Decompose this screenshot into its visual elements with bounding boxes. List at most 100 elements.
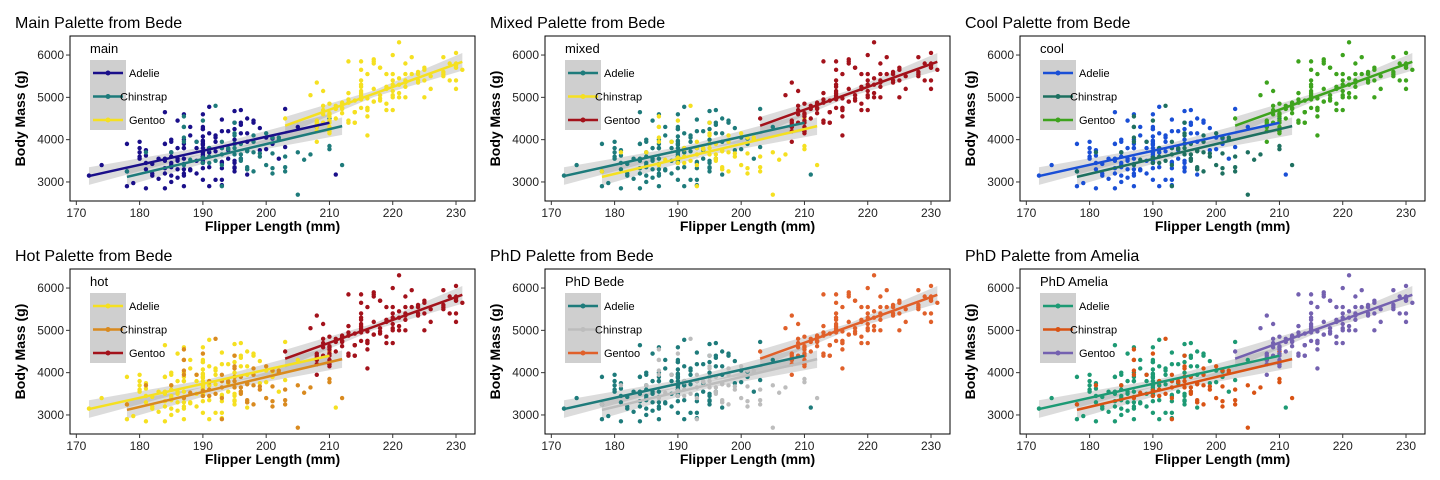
legend-key-point	[1055, 327, 1061, 332]
data-point	[1131, 372, 1137, 377]
data-point	[200, 410, 206, 416]
data-point	[396, 40, 402, 45]
data-point	[1176, 156, 1181, 161]
data-point	[1106, 409, 1111, 414]
data-point	[1308, 292, 1314, 297]
data-point	[928, 319, 934, 325]
data-point	[599, 183, 605, 189]
data-point	[637, 109, 643, 115]
data-point	[219, 183, 225, 189]
data-point	[1264, 353, 1269, 358]
data-point	[453, 50, 459, 56]
data-point	[1081, 413, 1086, 419]
data-point	[409, 287, 414, 293]
data-point	[789, 353, 794, 358]
data-point	[871, 328, 877, 333]
data-point	[1125, 118, 1130, 123]
plot-border	[1019, 268, 1426, 435]
data-point	[181, 173, 187, 178]
data-point	[390, 52, 395, 58]
data-point	[1334, 71, 1339, 77]
regression-line	[284, 60, 463, 127]
data-point	[1207, 125, 1213, 131]
data-point	[403, 328, 408, 333]
data-point	[1087, 389, 1092, 394]
data-point	[251, 169, 256, 174]
data-point	[814, 344, 820, 349]
data-point	[169, 406, 174, 411]
data-point	[1131, 167, 1137, 172]
data-point	[175, 400, 180, 405]
data-point	[213, 158, 218, 164]
data-point	[707, 378, 712, 384]
data-point	[713, 122, 719, 128]
data-point	[897, 311, 902, 316]
data-point	[745, 384, 750, 389]
data-point	[169, 383, 174, 388]
data-point	[1194, 364, 1200, 369]
data-point	[878, 61, 883, 66]
data-point	[928, 78, 934, 83]
data-point	[1327, 93, 1333, 98]
data-point	[719, 116, 725, 121]
data-point	[1264, 139, 1269, 144]
data-point	[1182, 145, 1187, 151]
data-point	[1150, 378, 1156, 384]
data-point	[612, 372, 617, 377]
data-point	[1150, 367, 1156, 372]
data-point	[232, 385, 237, 390]
data-point	[181, 378, 187, 384]
data-point	[1372, 95, 1377, 100]
legend-key-point	[580, 94, 586, 99]
y-tick-label: 4000	[37, 366, 64, 380]
data-point	[1112, 141, 1118, 147]
data-point	[282, 106, 288, 112]
data-point	[707, 108, 712, 114]
data-point	[650, 351, 655, 356]
data-point	[751, 156, 757, 161]
chart-title: Cool Palette from Bede	[965, 15, 1131, 32]
legend: PhD Bede Adelie Chinstrap Gentoo	[565, 274, 642, 363]
data-point	[207, 104, 212, 110]
data-point	[1353, 328, 1358, 333]
data-point	[618, 150, 624, 155]
data-point	[1119, 406, 1124, 411]
data-point	[200, 142, 206, 148]
data-point	[840, 133, 845, 138]
data-point	[821, 118, 826, 123]
data-point	[935, 67, 940, 73]
data-point	[1112, 374, 1118, 380]
data-point	[618, 167, 624, 172]
data-point	[232, 108, 237, 114]
x-tick-label: 180	[605, 439, 625, 453]
data-point	[1131, 347, 1137, 352]
data-point	[890, 69, 896, 75]
data-point	[1093, 400, 1099, 405]
data-point	[1188, 340, 1194, 346]
data-point	[745, 171, 750, 176]
data-point	[282, 397, 288, 403]
data-point	[1270, 336, 1276, 342]
data-point	[1176, 378, 1181, 384]
data-point	[618, 400, 624, 405]
data-point	[1150, 357, 1156, 363]
data-point	[644, 173, 649, 178]
data-point	[1270, 321, 1276, 327]
data-point	[732, 381, 738, 386]
data-point	[270, 404, 275, 409]
data-point	[1201, 150, 1206, 155]
legend-key-point	[105, 327, 111, 332]
data-point	[1150, 371, 1156, 376]
data-point	[371, 332, 376, 337]
data-point	[219, 159, 225, 165]
data-point	[1277, 143, 1282, 149]
data-point	[1087, 139, 1092, 144]
data-point	[188, 357, 193, 363]
data-point	[333, 116, 338, 121]
data-point	[865, 321, 870, 327]
data-point	[403, 95, 408, 100]
data-point	[656, 416, 662, 422]
data-point	[1315, 133, 1320, 138]
data-point	[1087, 150, 1092, 155]
data-point	[1397, 61, 1402, 66]
